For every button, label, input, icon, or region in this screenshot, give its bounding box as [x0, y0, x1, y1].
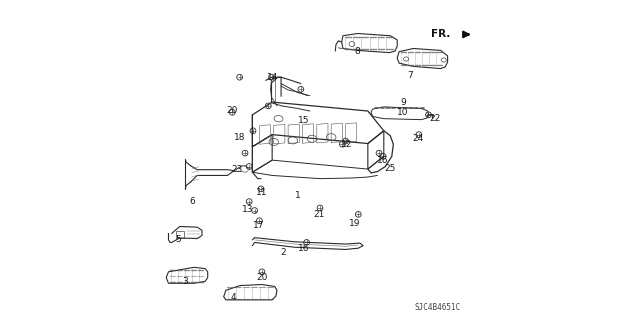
Text: 15: 15 — [298, 116, 309, 125]
Text: SJC4B4651C: SJC4B4651C — [415, 303, 461, 312]
Text: 1: 1 — [295, 191, 301, 200]
Text: FR.: FR. — [431, 29, 450, 40]
Text: 11: 11 — [256, 189, 268, 197]
Text: 10: 10 — [397, 108, 409, 117]
Text: 7: 7 — [407, 71, 413, 80]
Text: 4: 4 — [230, 293, 236, 302]
Text: 3: 3 — [182, 277, 188, 286]
Text: 21: 21 — [314, 210, 325, 219]
Text: 19: 19 — [349, 219, 361, 228]
Text: 12: 12 — [340, 140, 352, 149]
Text: 16: 16 — [298, 244, 309, 253]
Text: 25: 25 — [385, 164, 396, 173]
Text: 16: 16 — [376, 156, 388, 165]
Text: 20: 20 — [227, 106, 238, 115]
Text: 5: 5 — [175, 235, 181, 244]
Text: 6: 6 — [189, 197, 195, 206]
Text: 13: 13 — [241, 205, 253, 214]
Text: 9: 9 — [400, 98, 406, 107]
Text: 22: 22 — [430, 114, 441, 123]
Text: 8: 8 — [355, 47, 360, 56]
Text: 2: 2 — [280, 248, 286, 256]
Text: 23: 23 — [232, 165, 243, 174]
Text: 14: 14 — [267, 73, 278, 82]
Text: 17: 17 — [253, 221, 264, 230]
Text: 20: 20 — [256, 273, 268, 282]
Text: 18: 18 — [234, 133, 245, 142]
Text: 24: 24 — [413, 134, 424, 143]
